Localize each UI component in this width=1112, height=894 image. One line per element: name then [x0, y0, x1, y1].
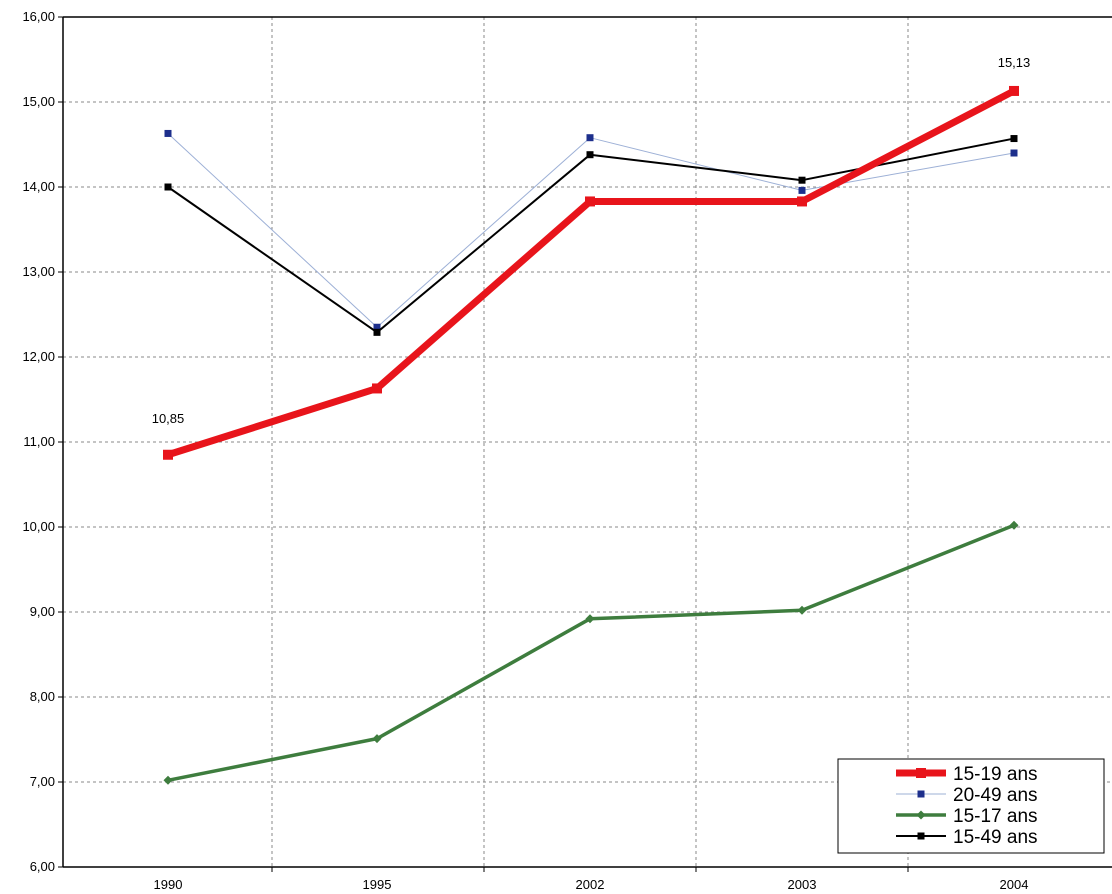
legend-label: 15-17 ans	[953, 806, 1038, 827]
data-point	[585, 614, 595, 624]
data-point	[1009, 520, 1019, 530]
y-tick-label: 13,00	[22, 264, 55, 279]
data-point	[1009, 85, 1019, 96]
gridlines	[63, 17, 1112, 867]
data-label: 10,85	[152, 411, 185, 426]
data-point	[372, 383, 382, 394]
x-tick-label: 1990	[154, 877, 183, 892]
series-20-49-ans	[164, 129, 1018, 331]
x-tick-label: 2003	[788, 877, 817, 892]
y-tick-label: 12,00	[22, 349, 55, 364]
legend-label: 15-19 ans	[953, 764, 1038, 785]
x-tick-label: 2002	[576, 877, 605, 892]
data-point	[917, 790, 925, 798]
legend-entry: 15-19 ans	[896, 764, 1038, 785]
data-point	[916, 768, 926, 778]
legend-entry: 20-49 ans	[896, 785, 1038, 806]
legend-entry: 15-17 ans	[896, 806, 1038, 827]
data-label: 15,13	[998, 55, 1031, 70]
y-tick-label: 6,00	[30, 859, 55, 874]
data-point	[798, 186, 806, 194]
y-tick-label: 15,00	[22, 94, 55, 109]
y-tick-labels: 6,00 7,00 8,00 9,00 10,00 11,00 12,00 13,00 14,0…	[22, 9, 63, 874]
legend-label: 20-49 ans	[953, 785, 1038, 806]
y-tick-label: 7,00	[30, 774, 55, 789]
data-point	[164, 183, 172, 191]
data-point	[163, 449, 173, 460]
data-point	[163, 775, 173, 785]
data-labels: 10,85 15,13	[152, 55, 1031, 426]
legend-box	[837, 758, 1105, 854]
legend-entry: 15-49 ans	[896, 827, 1038, 848]
x-tick-label: 1995	[363, 877, 392, 892]
y-tick-label: 16,00	[22, 9, 55, 24]
y-tick-label: 10,00	[22, 519, 55, 534]
data-point	[1010, 149, 1018, 157]
legend-label: 15-49 ans	[953, 827, 1038, 848]
data-point	[585, 196, 595, 207]
y-tick-label: 8,00	[30, 689, 55, 704]
data-point	[372, 734, 382, 744]
x-tick-labels: 1990 1995 2002 2003 2004	[154, 867, 1029, 892]
data-point	[797, 605, 807, 615]
data-point	[798, 176, 806, 184]
y-tick-label: 11,00	[23, 434, 55, 449]
x-tick-label: 2004	[1000, 877, 1029, 892]
data-point	[373, 323, 381, 331]
series-15-19-ans	[163, 85, 1019, 460]
data-point	[1010, 135, 1018, 143]
y-tick-label: 14,00	[22, 179, 55, 194]
data-point	[373, 328, 381, 336]
data-point	[164, 129, 172, 137]
data-point	[917, 832, 925, 840]
data-point	[797, 196, 807, 207]
data-point	[586, 134, 594, 142]
data-point	[586, 151, 594, 159]
y-tick-label: 9,00	[30, 604, 55, 619]
series-15-17-ans	[163, 520, 1019, 785]
series-lines	[163, 85, 1019, 785]
data-point	[916, 810, 926, 820]
